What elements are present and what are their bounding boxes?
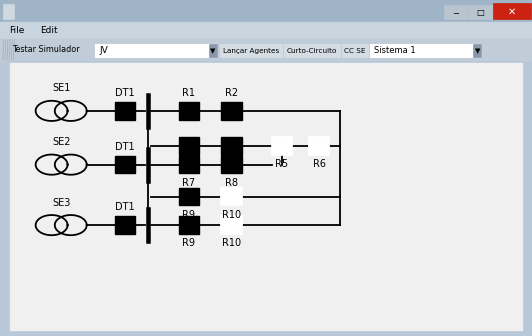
Bar [370, 44, 481, 57]
Text: DT1: DT1 [115, 202, 135, 212]
Bar [179, 156, 199, 173]
Text: DT1: DT1 [115, 141, 135, 152]
Bar [342, 44, 368, 57]
Bar [115, 216, 135, 234]
Bar [115, 102, 135, 120]
Text: Curto-Circuito: Curto-Circuito [287, 48, 337, 54]
Bar [284, 44, 340, 57]
Text: CC SE: CC SE [344, 48, 365, 54]
Text: R8: R8 [225, 178, 238, 188]
Bar [221, 137, 242, 155]
Text: R5: R5 [276, 159, 288, 169]
Text: File: File [10, 26, 25, 35]
Text: SE2: SE2 [52, 137, 70, 147]
Bar [220, 44, 282, 57]
Bar [221, 156, 242, 173]
Text: R9: R9 [182, 210, 195, 220]
Bar [179, 137, 199, 155]
Text: Lançar Agentes: Lançar Agentes [223, 48, 279, 54]
Bar [179, 216, 199, 234]
Bar [272, 137, 292, 155]
Bar [0, 0, 532, 22]
Bar [221, 102, 242, 120]
Text: Sistema 1: Sistema 1 [374, 46, 415, 55]
Text: R9: R9 [182, 238, 195, 248]
Text: JV: JV [99, 46, 108, 55]
Text: R7: R7 [182, 178, 195, 188]
Bar [221, 188, 242, 205]
Bar [493, 3, 531, 19]
Bar [473, 44, 481, 57]
Bar [444, 5, 467, 19]
Text: R4: R4 [225, 159, 238, 169]
Text: R10: R10 [222, 238, 241, 248]
Bar [10, 63, 522, 330]
Text: R3: R3 [182, 159, 195, 169]
Text: R10: R10 [222, 210, 241, 220]
Bar [468, 5, 492, 19]
Text: Edit: Edit [40, 26, 57, 35]
Text: DT1: DT1 [115, 88, 135, 98]
Bar [179, 102, 199, 120]
Bar [0, 22, 532, 39]
Text: R1: R1 [182, 88, 195, 98]
Bar [309, 137, 329, 155]
Bar [221, 216, 242, 234]
Text: ▼: ▼ [210, 48, 215, 54]
Bar [115, 156, 135, 173]
Bar [0, 39, 532, 60]
Text: ─: ─ [453, 8, 458, 17]
Text: Testar Simulador: Testar Simulador [12, 45, 79, 54]
Text: □: □ [476, 8, 484, 17]
Text: ▼: ▼ [475, 48, 480, 54]
Text: ✕: ✕ [508, 6, 516, 16]
Bar [3, 4, 14, 19]
Text: R2: R2 [225, 88, 238, 98]
Text: R6: R6 [313, 159, 326, 169]
Bar [95, 44, 217, 57]
Bar [209, 44, 217, 57]
Text: SE3: SE3 [52, 198, 70, 208]
Text: SE1: SE1 [52, 83, 70, 93]
Bar [179, 188, 199, 205]
